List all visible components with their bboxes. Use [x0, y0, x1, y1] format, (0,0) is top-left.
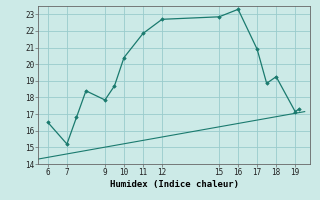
X-axis label: Humidex (Indice chaleur): Humidex (Indice chaleur) [110, 180, 239, 189]
